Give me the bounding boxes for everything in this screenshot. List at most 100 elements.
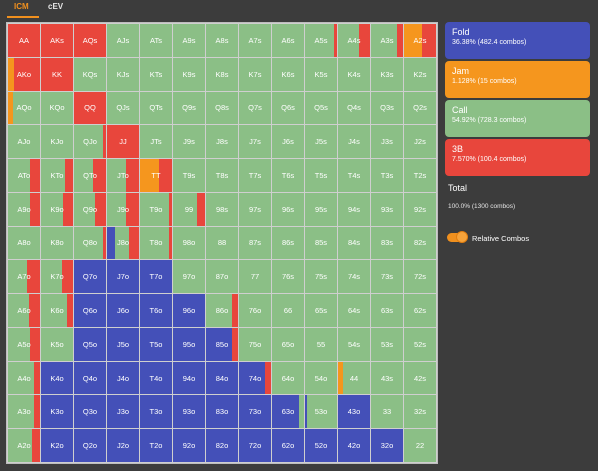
hand-cell[interactable]: Q6s [272, 91, 304, 125]
hand-cell[interactable]: Q7s [239, 91, 271, 125]
hand-cell[interactable]: A8s [206, 24, 238, 57]
hand-cell[interactable]: 66 [272, 294, 304, 327]
hand-cell[interactable]: J2o [107, 429, 139, 462]
hand-cell[interactable]: 76o [239, 294, 271, 327]
hand-cell[interactable]: T9o [140, 192, 172, 226]
hand-cell[interactable]: A4s [338, 24, 370, 57]
hand-cell[interactable]: T8o [140, 226, 172, 260]
hand-cell[interactable]: 72s [404, 260, 436, 294]
hand-cell[interactable]: 73s [371, 260, 403, 294]
hand-cell[interactable]: J9o [107, 192, 139, 226]
legend-fold[interactable]: Fold 36.38% (482.4 combos) [445, 22, 590, 59]
hand-cell[interactable]: J6o [107, 294, 139, 327]
hand-cell[interactable]: A8o [8, 226, 40, 260]
hand-cell[interactable]: KQo [41, 91, 73, 125]
hand-cell[interactable]: 42o [338, 429, 370, 462]
hand-cell[interactable]: 52o [305, 429, 337, 462]
hand-cell[interactable]: 96s [272, 192, 304, 226]
hand-cell[interactable]: QJo [74, 125, 106, 159]
hand-cell[interactable]: 54o [305, 361, 337, 395]
hand-cell[interactable]: 86o [206, 294, 238, 327]
hand-cell[interactable]: J5s [305, 125, 337, 159]
legend-call[interactable]: Call 54.92% (728.3 combos) [445, 100, 590, 137]
hand-cell[interactable]: T3s [371, 159, 403, 192]
hand-cell[interactable]: 43s [371, 361, 403, 395]
legend-jam[interactable]: Jam 1.128% (15 combos) [445, 61, 590, 98]
hand-cell[interactable]: 88 [206, 226, 238, 260]
hand-cell[interactable]: K2o [41, 429, 73, 462]
hand-cell[interactable]: JTo [107, 159, 139, 192]
hand-cell[interactable]: 64s [338, 294, 370, 327]
hand-cell[interactable]: A4o [8, 361, 40, 395]
hand-cell[interactable]: 62o [272, 429, 304, 462]
hand-cell[interactable]: ATo [8, 159, 40, 192]
hand-cell[interactable]: 64o [272, 361, 304, 395]
hand-cell[interactable]: A2o [8, 429, 40, 462]
hand-cell[interactable]: 96o [173, 294, 205, 327]
hand-cell[interactable]: 97o [173, 260, 205, 294]
hand-cell[interactable]: J3o [107, 395, 139, 429]
hand-cell[interactable]: K3o [41, 395, 73, 429]
hand-cell[interactable]: 63o [272, 395, 304, 429]
hand-cell[interactable]: A3s [371, 24, 403, 57]
hand-cell[interactable]: T7o [140, 260, 172, 294]
hand-cell[interactable]: JJ [107, 125, 139, 159]
hand-cell[interactable]: 33 [371, 395, 403, 429]
hand-cell[interactable]: AKo [8, 57, 40, 91]
hand-cell[interactable]: QTo [74, 159, 106, 192]
hand-cell[interactable]: 85s [305, 226, 337, 260]
hand-cell[interactable]: KJo [41, 125, 73, 159]
hand-cell[interactable]: J3s [371, 125, 403, 159]
hand-cell[interactable]: Q8o [74, 226, 106, 260]
hand-cell[interactable]: 53o [305, 395, 337, 429]
hand-cell[interactable]: K9o [41, 192, 73, 226]
hand-cell[interactable]: Q5o [74, 327, 106, 361]
hand-cell[interactable]: 94s [338, 192, 370, 226]
hand-cell[interactable]: 75s [305, 260, 337, 294]
hand-cell[interactable]: A9s [173, 24, 205, 57]
hand-cell[interactable]: Q8s [206, 91, 238, 125]
hand-cell[interactable]: Q2s [404, 91, 436, 125]
hand-cell[interactable]: 32o [371, 429, 403, 462]
hand-cell[interactable]: 93s [371, 192, 403, 226]
hand-cell[interactable]: Q2o [74, 429, 106, 462]
hand-cell[interactable]: 43o [338, 395, 370, 429]
tab-cev[interactable]: cEV [48, 2, 64, 11]
hand-cell[interactable]: A5s [305, 24, 337, 57]
hand-cell[interactable]: A2s [404, 24, 436, 57]
hand-cell[interactable]: T4s [338, 159, 370, 192]
tab-icm[interactable]: ICM [14, 2, 29, 11]
hand-cell[interactable]: T2o [140, 429, 172, 462]
hand-cell[interactable]: T2s [404, 159, 436, 192]
hand-cell[interactable]: 84s [338, 226, 370, 260]
hand-cell[interactable]: QJs [107, 91, 139, 125]
hand-cell[interactable]: 94o [173, 361, 205, 395]
hand-cell[interactable]: TT [140, 159, 172, 192]
hand-cell[interactable]: Q4o [74, 361, 106, 395]
hand-cell[interactable]: Q3s [371, 91, 403, 125]
hand-cell[interactable]: QQ [74, 91, 106, 125]
hand-cell[interactable]: J8s [206, 125, 238, 159]
hand-cell[interactable]: A7s [239, 24, 271, 57]
hand-cell[interactable]: KJs [107, 57, 139, 91]
hand-cell[interactable]: AJs [107, 24, 139, 57]
hand-cell[interactable]: 44 [338, 361, 370, 395]
hand-cell[interactable]: 97s [239, 192, 271, 226]
hand-cell[interactable]: 63s [371, 294, 403, 327]
hand-cell[interactable]: 22 [404, 429, 436, 462]
hand-cell[interactable]: K6s [272, 57, 304, 91]
hand-cell[interactable]: K7o [41, 260, 73, 294]
hand-cell[interactable]: K9s [173, 57, 205, 91]
hand-cell[interactable]: KK [41, 57, 73, 91]
hand-cell[interactable]: A3o [8, 395, 40, 429]
hand-cell[interactable]: AQs [74, 24, 106, 57]
hand-cell[interactable]: K4o [41, 361, 73, 395]
hand-cell[interactable]: T6s [272, 159, 304, 192]
hand-cell[interactable]: K3s [371, 57, 403, 91]
hand-cell[interactable]: Q9s [173, 91, 205, 125]
hand-cell[interactable]: 98s [206, 192, 238, 226]
hand-cell[interactable]: K5s [305, 57, 337, 91]
hand-cell[interactable]: J7o [107, 260, 139, 294]
hand-cell[interactable]: K6o [41, 294, 73, 327]
hand-cell[interactable]: 55 [305, 327, 337, 361]
